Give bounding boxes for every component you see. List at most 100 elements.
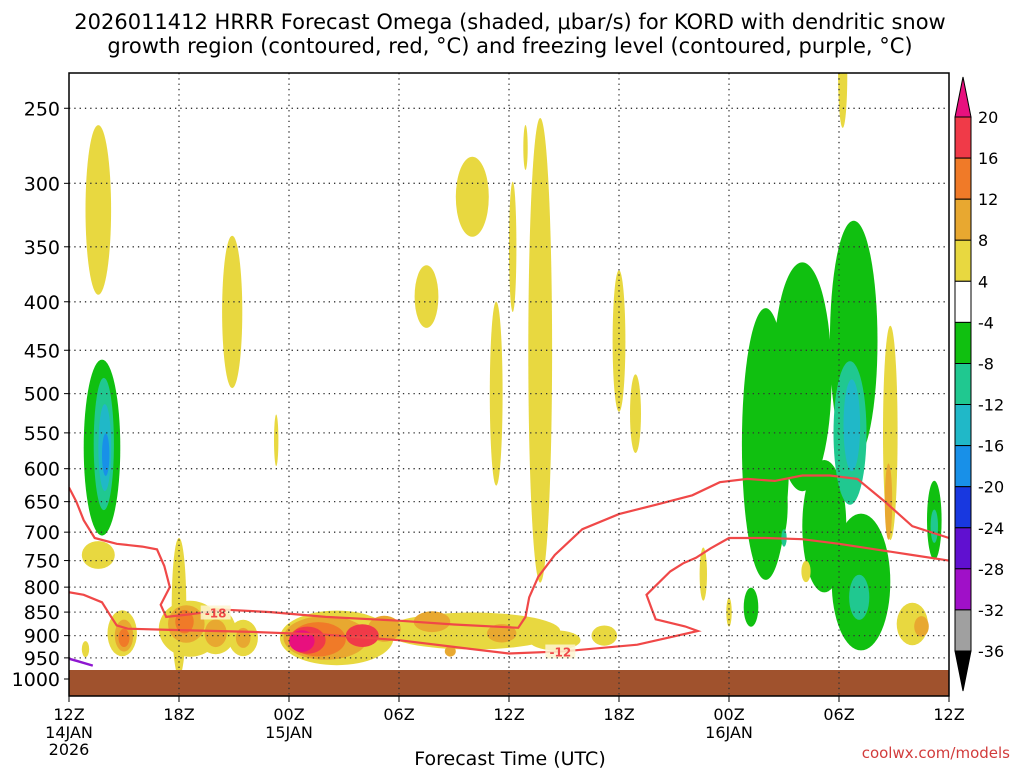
x-tick-date: 15JAN bbox=[265, 723, 313, 742]
colorbar-segment bbox=[954, 321, 972, 364]
x-tick-label: 12Z bbox=[53, 705, 84, 724]
y-tick-label: 950 bbox=[24, 648, 60, 670]
omega-region bbox=[222, 235, 243, 389]
omega-region bbox=[849, 574, 870, 620]
x-tick-label: 18Z bbox=[603, 705, 634, 724]
y-tick-label: 900 bbox=[24, 626, 60, 648]
omega-region bbox=[274, 414, 279, 467]
x-tick-label: 18Z bbox=[163, 705, 194, 724]
colorbar-segment bbox=[954, 280, 972, 323]
colorbar-label: 4 bbox=[978, 272, 988, 291]
omega-region bbox=[528, 117, 553, 583]
y-tick-label: 500 bbox=[24, 384, 60, 406]
omega-region bbox=[455, 156, 489, 237]
chart-title-line2: growth region (contoured, red, °C) and f… bbox=[107, 34, 912, 58]
omega-region bbox=[773, 262, 832, 492]
omega-region bbox=[345, 624, 379, 647]
y-tick-label: 300 bbox=[24, 173, 60, 195]
omega-region bbox=[726, 597, 732, 627]
y-tick-label: 700 bbox=[24, 522, 60, 544]
colorbar-label: 8 bbox=[978, 231, 988, 250]
colorbar-segment bbox=[954, 239, 972, 282]
x-tick-label: 06Z bbox=[823, 705, 854, 724]
y-tick-label: 250 bbox=[24, 98, 60, 120]
contour-label-bg bbox=[200, 605, 231, 620]
omega-region bbox=[838, 73, 848, 128]
colorbar-label: -8 bbox=[978, 355, 994, 374]
y-tick-label: 850 bbox=[24, 602, 60, 624]
colorbar-label: -36 bbox=[978, 642, 1004, 661]
omega-region bbox=[444, 646, 456, 657]
colorbar-label: -20 bbox=[978, 478, 1004, 497]
y-tick-label: 800 bbox=[24, 577, 60, 599]
colorbar-label: 16 bbox=[978, 149, 998, 168]
x-tick-label: 00Z bbox=[273, 705, 304, 724]
colorbar-segment bbox=[954, 157, 972, 200]
x-tick-date: 16JAN bbox=[705, 723, 753, 742]
x-tick-label: 12Z bbox=[933, 705, 964, 724]
x-tick-year: 2026 bbox=[49, 740, 90, 759]
y-axis: 2503003504004505005506006507007508008509… bbox=[12, 98, 69, 691]
temperature-contours: -12 -18 bbox=[69, 474, 949, 667]
omega-region bbox=[509, 181, 517, 312]
omega-region bbox=[414, 265, 439, 328]
colorbar-label: 12 bbox=[978, 190, 998, 209]
freezing-level-contour bbox=[69, 657, 94, 667]
x-tick-label: 06Z bbox=[383, 705, 414, 724]
omega-region bbox=[235, 627, 251, 648]
omega-region bbox=[204, 619, 227, 648]
x-axis-label: Forecast Time (UTC) bbox=[414, 748, 605, 768]
omega-region bbox=[523, 125, 528, 170]
colorbar-label: -4 bbox=[978, 313, 994, 332]
omega-region bbox=[118, 628, 130, 648]
y-tick-label: 1000 bbox=[12, 669, 60, 691]
y-tick-label: 350 bbox=[24, 237, 60, 259]
y-tick-label: 450 bbox=[24, 340, 60, 362]
colorbar-segment bbox=[954, 568, 972, 611]
omega-region bbox=[743, 587, 759, 627]
colorbar-segment bbox=[954, 486, 972, 529]
colorbar-label: 20 bbox=[978, 108, 998, 127]
dgz-contour-label: -12 bbox=[549, 646, 571, 660]
omega-region bbox=[884, 463, 893, 540]
omega-region bbox=[801, 560, 811, 583]
colorbar-label: -12 bbox=[978, 396, 1004, 415]
y-tick-label: 550 bbox=[24, 423, 60, 445]
y-tick-label: 600 bbox=[24, 459, 60, 481]
colorbar: 20 16 12 8 4 -4 -8 -12 -16 -20 -24 -28 -32 -36 bbox=[954, 76, 1004, 692]
omega-region bbox=[930, 509, 938, 543]
colorbar-segment bbox=[954, 445, 972, 488]
contour-label-bg bbox=[545, 644, 576, 659]
omega-region bbox=[489, 301, 503, 486]
colorbar-segment bbox=[954, 527, 972, 570]
y-tick-label: 750 bbox=[24, 551, 60, 573]
omega-region bbox=[612, 270, 626, 412]
dgz-contour-label: -18 bbox=[205, 607, 227, 621]
omega-region bbox=[81, 641, 90, 658]
colorbar-label: -32 bbox=[978, 601, 1004, 620]
y-tick-label: 650 bbox=[24, 492, 60, 514]
omega-region bbox=[413, 611, 451, 633]
colorbar-segment bbox=[954, 404, 972, 447]
omega-region bbox=[81, 541, 115, 569]
chart-title-line1: 2026011412 HRRR Forecast Omega (shaded, … bbox=[74, 10, 945, 34]
y-tick-label: 400 bbox=[24, 292, 60, 314]
colorbar-bottom-arrow bbox=[954, 650, 972, 692]
omega-shading bbox=[81, 73, 942, 677]
colorbar-top-arrow bbox=[954, 76, 972, 118]
colorbar-label: -16 bbox=[978, 437, 1004, 456]
colorbar-segment bbox=[954, 198, 972, 241]
omega-region bbox=[102, 433, 110, 477]
x-tick-label: 12Z bbox=[493, 705, 524, 724]
colorbar-label: -28 bbox=[978, 560, 1004, 579]
omega-region bbox=[487, 624, 517, 643]
colorbar-segment bbox=[954, 363, 972, 406]
grid-lines bbox=[69, 73, 949, 696]
omega-region bbox=[85, 125, 112, 295]
dgz-contour bbox=[69, 536, 949, 655]
omega-region bbox=[776, 473, 788, 537]
colorbar-label: -24 bbox=[978, 519, 1004, 538]
omega-region bbox=[914, 616, 929, 637]
